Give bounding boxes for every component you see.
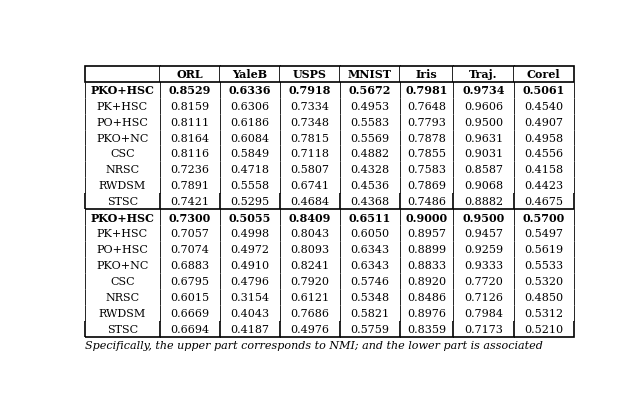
Text: Specifically, the upper part corresponds to NMI; and the lower part is associate: Specifically, the upper part corresponds…	[85, 340, 543, 350]
